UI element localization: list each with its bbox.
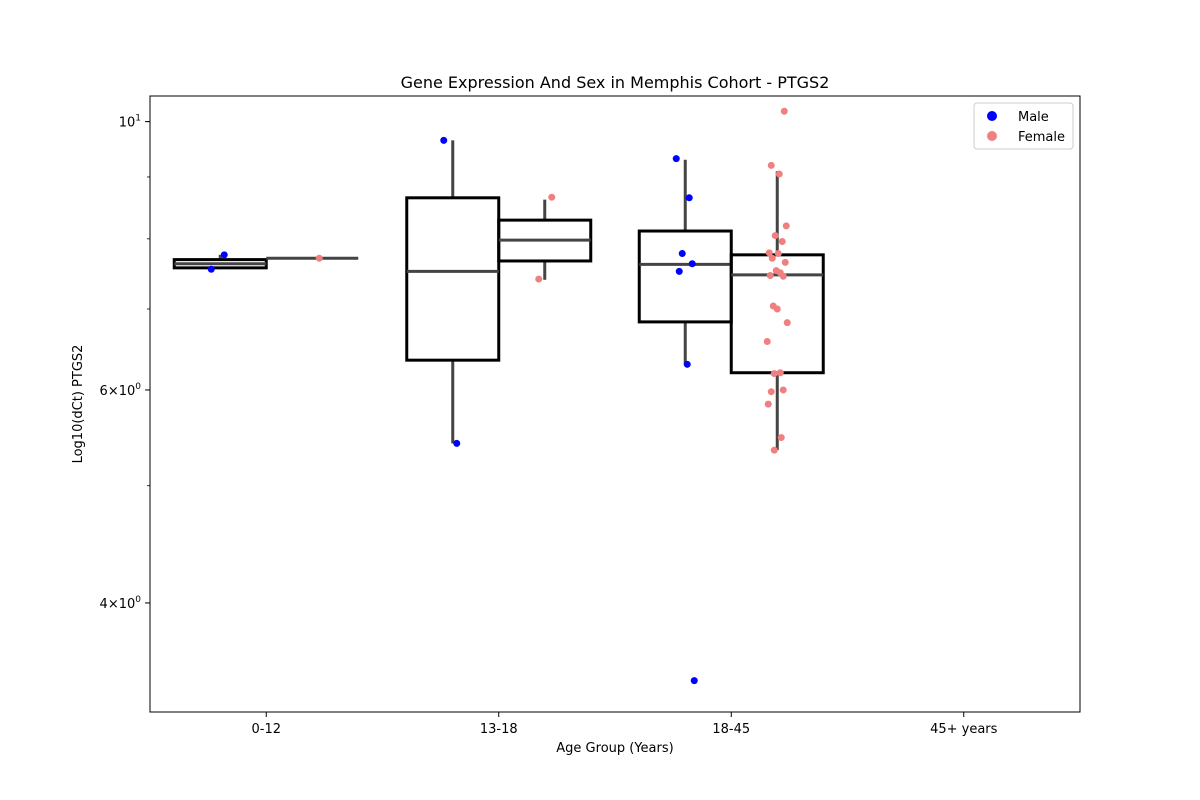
data-point-female bbox=[764, 400, 772, 408]
data-point-female bbox=[770, 446, 778, 454]
x-axis-label: Age Group (Years) bbox=[556, 741, 673, 756]
y-tick-label-base: 6 bbox=[100, 384, 108, 399]
data-point-female bbox=[767, 388, 775, 396]
data-point-female bbox=[775, 170, 783, 178]
data-point-female bbox=[771, 232, 779, 240]
data-point-female bbox=[770, 370, 778, 378]
legend-label-female: Female bbox=[1018, 130, 1065, 145]
data-point-male bbox=[207, 265, 215, 273]
axes-frame bbox=[149, 95, 1081, 713]
data-point-male bbox=[685, 194, 693, 202]
data-point-female bbox=[781, 258, 789, 266]
data-point-female bbox=[778, 237, 786, 245]
data-point-male bbox=[672, 155, 680, 163]
data-point-female bbox=[763, 337, 771, 345]
y-tick-label-exponent: 0 bbox=[135, 382, 141, 392]
y-tick-label-exponent: 0 bbox=[135, 595, 141, 605]
data-point-female bbox=[535, 275, 543, 283]
x-tick-label: 18-45 bbox=[712, 722, 750, 737]
data-point-female bbox=[780, 107, 788, 115]
data-point-female bbox=[765, 249, 773, 257]
data-point-male bbox=[690, 677, 698, 685]
data-point-female bbox=[783, 319, 791, 327]
y-tick-label-base: 4 bbox=[100, 597, 108, 612]
legend: Male Female bbox=[973, 102, 1074, 150]
y-tick-label-times: ×10 bbox=[108, 384, 135, 399]
x-tick-label: 0-12 bbox=[251, 722, 281, 737]
legend-marker-male bbox=[987, 111, 997, 121]
data-point-female bbox=[776, 369, 784, 377]
x-tick-label: 45+ years bbox=[930, 722, 998, 737]
data-point-female bbox=[779, 386, 787, 394]
x-tick-label: 13-18 bbox=[480, 722, 518, 737]
box bbox=[405, 196, 501, 362]
data-point-female bbox=[774, 249, 782, 257]
data-point-female bbox=[782, 222, 790, 230]
data-point-male bbox=[688, 260, 696, 268]
data-point-male bbox=[440, 136, 448, 144]
y-tick-label: 4×100 bbox=[100, 595, 142, 612]
data-point-male bbox=[453, 439, 461, 447]
data-point-female bbox=[779, 272, 787, 280]
y-axis-label: Log10(dCt) PTGS2 bbox=[71, 345, 86, 464]
data-point-male bbox=[220, 251, 228, 259]
data-point-female bbox=[767, 161, 775, 169]
data-point-female bbox=[773, 305, 781, 313]
data-point-female bbox=[766, 272, 774, 280]
y-tick-label: 6×100 bbox=[100, 382, 142, 399]
legend-label-male: Male bbox=[1018, 110, 1049, 125]
legend-frame bbox=[973, 102, 1074, 150]
chart-title: Gene Expression And Sex in Memphis Cohor… bbox=[401, 73, 830, 92]
y-tick-label: 101 bbox=[119, 114, 141, 131]
data-point-female bbox=[548, 193, 556, 201]
y-tick-label-exponent: 1 bbox=[135, 114, 141, 124]
data-point-female bbox=[777, 434, 785, 442]
data-point-female bbox=[315, 254, 323, 262]
data-point-male bbox=[683, 360, 691, 368]
data-point-male bbox=[675, 267, 683, 275]
y-tick-label-times: ×10 bbox=[108, 597, 135, 612]
data-point-female bbox=[768, 254, 776, 262]
data-point-male bbox=[678, 249, 686, 257]
legend-marker-female bbox=[987, 131, 997, 141]
y-tick-label-base: 10 bbox=[119, 116, 136, 131]
